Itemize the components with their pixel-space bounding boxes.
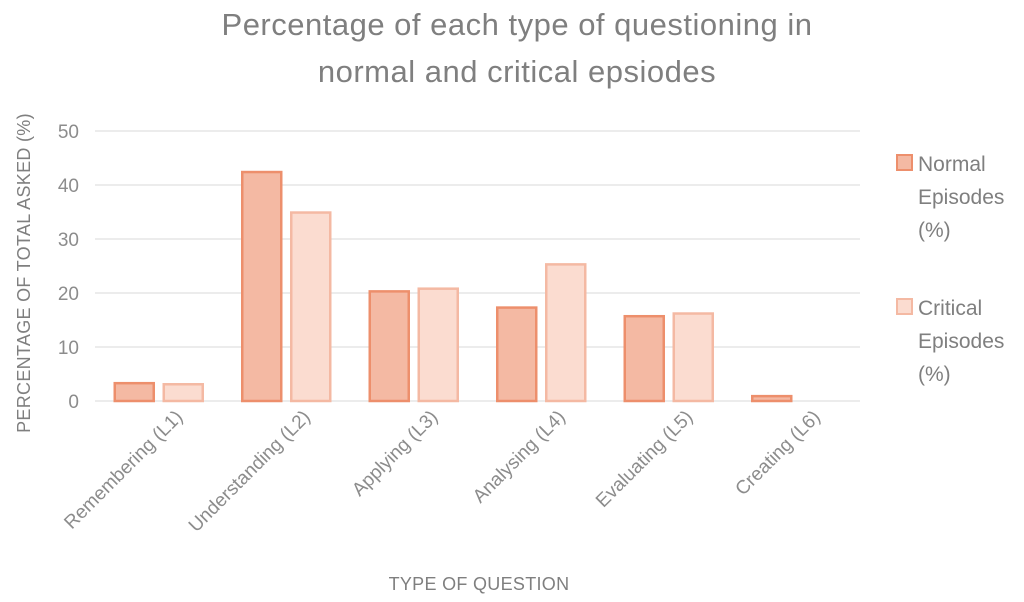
y-tick-label: 50 bbox=[58, 122, 79, 143]
y-axis-ticks: 0 10 20 30 40 50 bbox=[58, 122, 79, 413]
bar-critical-4 bbox=[545, 263, 587, 403]
legend-swatch bbox=[896, 154, 913, 171]
x-axis-categories: Remembering (L1)Understanding (L2) Applyi… bbox=[60, 407, 824, 537]
y-tick-label: 0 bbox=[68, 392, 79, 413]
y-tick-label: 20 bbox=[58, 284, 79, 305]
bar-normal-1 bbox=[113, 381, 155, 403]
bar-normal-5 bbox=[623, 314, 665, 403]
legend-label: (%) bbox=[918, 219, 951, 242]
legend-item-critical: Critical Episodes (%) bbox=[896, 297, 1004, 386]
y-tick-label: 10 bbox=[58, 338, 79, 359]
x-axis-title: TYPE OF QUESTION bbox=[389, 574, 570, 594]
bars bbox=[113, 170, 793, 403]
y-tick-label: 40 bbox=[58, 176, 79, 197]
bar-critical-5 bbox=[672, 312, 714, 403]
bar-normal-2 bbox=[241, 170, 283, 403]
bar-critical-3 bbox=[417, 287, 459, 403]
bar-normal-6 bbox=[751, 394, 793, 403]
x-category-label: Understanding (L2) bbox=[185, 407, 315, 537]
legend-label: Episodes bbox=[918, 330, 1004, 353]
bar-normal-3 bbox=[368, 290, 410, 403]
legend-label: Critical bbox=[918, 297, 982, 320]
bar-normal-4 bbox=[496, 306, 538, 403]
x-category-label: Evaluating (L5) bbox=[592, 407, 697, 512]
x-category-label: Analysing (L4) bbox=[469, 407, 570, 508]
legend-label: Episodes bbox=[918, 186, 1004, 209]
legend-item-normal: Normal Episodes (%) bbox=[896, 153, 1004, 242]
legend: Normal Episodes (%) Critical Episodes (%) bbox=[896, 153, 1004, 386]
bar-critical-2 bbox=[290, 211, 332, 403]
legend-label: Normal bbox=[918, 153, 986, 176]
legend-swatch bbox=[896, 298, 913, 315]
chart-title-line-1: Percentage of each type of questioning i… bbox=[222, 7, 813, 42]
x-category-label: Creating (L6) bbox=[732, 407, 825, 500]
y-tick-label: 30 bbox=[58, 230, 79, 251]
x-category-label: Applying (L3) bbox=[348, 407, 442, 501]
x-category-label: Remembering (L1) bbox=[60, 407, 187, 534]
gridlines bbox=[95, 130, 860, 402]
y-axis-title: PERCENTAGE OF TOTAL ASKED (%) bbox=[14, 113, 34, 433]
legend-label: (%) bbox=[918, 363, 951, 386]
chart-title: Percentage of each type of questioning i… bbox=[222, 7, 813, 89]
chart-title-line-2: normal and critical epsiodes bbox=[318, 54, 716, 89]
bar-critical-1 bbox=[162, 383, 204, 403]
